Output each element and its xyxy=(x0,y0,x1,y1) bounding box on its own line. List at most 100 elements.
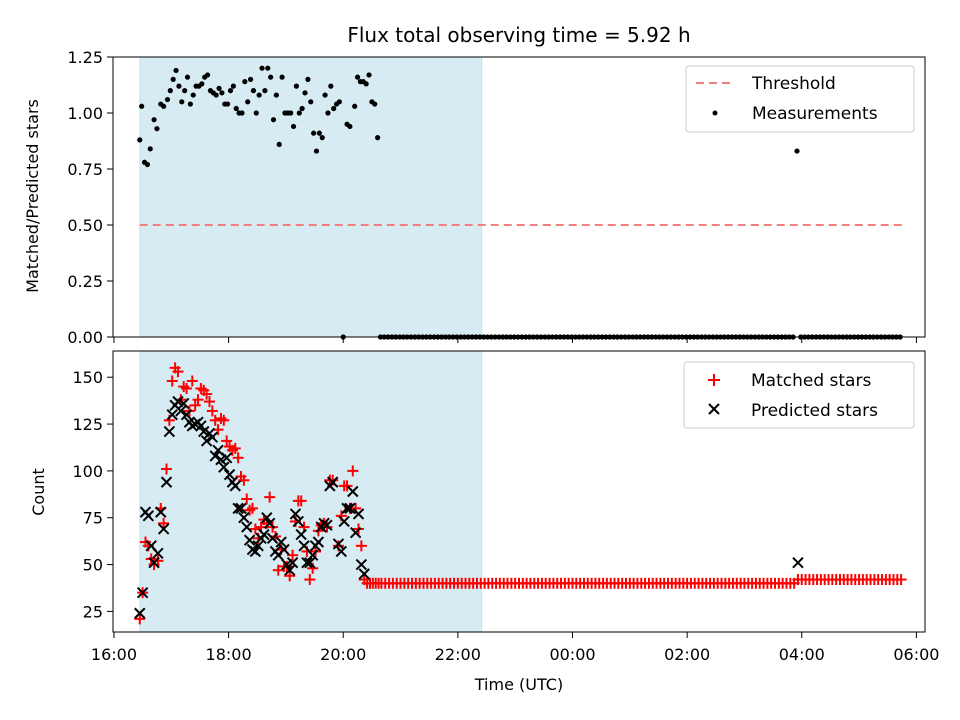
matched-stars-point xyxy=(347,465,359,477)
matched-stars-point xyxy=(295,495,307,507)
measurements-point xyxy=(293,83,300,89)
matched-stars-point xyxy=(192,394,204,406)
measurements-point xyxy=(164,96,171,103)
measurements-point xyxy=(139,103,145,109)
measurements-point xyxy=(319,135,325,141)
predicted-stars-point xyxy=(332,538,345,550)
predicted-stars-point xyxy=(263,517,276,530)
x-tick-label: 20:00 xyxy=(320,645,366,664)
x-axis-label: Time (UTC) xyxy=(474,675,563,694)
predicted-stars-point xyxy=(160,476,173,488)
measurements-point xyxy=(336,99,343,105)
predicted-stars-point xyxy=(355,558,368,571)
predicted-stars-point xyxy=(220,452,233,464)
measurements-point xyxy=(273,92,279,98)
matched-stars-point xyxy=(218,414,230,426)
matched-stars-point xyxy=(172,366,184,378)
predicted-stars-point xyxy=(166,408,178,421)
measurements-point xyxy=(182,88,188,94)
y-axis-ticks: 25 50 75 100 125 150 xyxy=(72,368,113,621)
matched-stars-point xyxy=(238,474,250,486)
predicted-stars-point xyxy=(349,527,362,539)
predicted-stars-point xyxy=(292,515,305,528)
measurements-point xyxy=(375,135,381,141)
matched-stars-point xyxy=(160,463,172,475)
legend-label-threshold: Threshold xyxy=(751,74,836,94)
predicted-stars-point xyxy=(295,528,307,541)
observing-window-shading xyxy=(139,350,483,633)
predicted-stars-point xyxy=(136,586,149,599)
measurements-point xyxy=(794,148,800,154)
measurements-point xyxy=(328,83,334,89)
legend-box xyxy=(683,361,915,429)
measurements-point xyxy=(313,148,320,154)
measurements-point xyxy=(302,90,308,96)
matched-stars-point xyxy=(203,396,215,408)
measurements-point xyxy=(216,85,222,91)
measurements-point xyxy=(250,88,257,94)
star-counts-panel: 25 50 75 100 125 150 16:00 18:00 20:00 22:00 00:0… xyxy=(29,350,939,694)
predicted-stars-point xyxy=(180,408,193,421)
measurements-point xyxy=(219,90,225,96)
x-tick-label: 16:00 xyxy=(91,645,137,664)
predicted-stars-point xyxy=(327,476,339,488)
predicted-stars-point xyxy=(284,564,296,576)
predicted-stars-point xyxy=(163,425,176,438)
measurements-point xyxy=(144,161,150,168)
matched-stars-point xyxy=(895,574,907,586)
measurements-legend-swatch xyxy=(712,110,718,116)
predicted-stars-point xyxy=(792,556,804,569)
predicted-stars-point xyxy=(312,536,325,548)
measurements-point xyxy=(230,83,236,89)
measurements-point xyxy=(296,110,302,116)
predicted-stars-point xyxy=(249,545,262,558)
predicted-stars-point xyxy=(206,431,219,443)
y-axis-label: Count xyxy=(29,468,48,516)
measurements-point xyxy=(247,76,254,82)
measurements-point xyxy=(179,99,185,105)
predicted-stars-point xyxy=(155,506,167,518)
y-axis-label: Matched/Predicted stars xyxy=(23,99,42,293)
matched-stars-point xyxy=(166,375,178,387)
predicted-stars-point xyxy=(229,480,241,492)
x-tick-label: 18:00 xyxy=(206,645,252,664)
measurements-point xyxy=(270,117,277,123)
legend: Matched stars Predicted stars xyxy=(683,361,915,429)
legend-label-measurements: Measurements xyxy=(752,104,878,124)
predicted-stars-point xyxy=(321,519,333,531)
measurements-point xyxy=(265,65,271,71)
measurements-point xyxy=(308,99,314,105)
y-tick-label: 0.25 xyxy=(67,272,103,291)
y-tick-label: 1.00 xyxy=(67,104,103,123)
y-tick-label: 75 xyxy=(83,509,103,528)
predicted-stars-point xyxy=(275,536,287,548)
measurements-point xyxy=(184,74,191,80)
matched-stars-point xyxy=(229,442,241,454)
measurements-point xyxy=(366,72,372,78)
predicted-stars-point xyxy=(241,521,253,533)
matched-stars-point xyxy=(287,549,299,561)
flux-ratio-panel: 0.00 0.25 0.50 0.75 1.00 1.25 Flux total obse… xyxy=(23,23,926,347)
measurements-point xyxy=(239,110,245,116)
x-tick-label: 00:00 xyxy=(549,645,595,664)
predicted-stars-point xyxy=(258,528,270,541)
matched-stars-point xyxy=(246,502,258,514)
y-axis-ticks: 0.00 0.25 0.50 0.75 1.00 1.25 xyxy=(67,48,113,347)
measurements-point xyxy=(227,88,234,94)
measurements-point xyxy=(242,79,248,85)
legend: Threshold Measurements xyxy=(685,65,915,133)
measurements-point xyxy=(225,101,231,107)
measurements-point xyxy=(245,99,251,105)
matched-stars-point xyxy=(241,493,253,505)
predicted-stars-point xyxy=(341,502,353,515)
measurements-point xyxy=(276,141,282,147)
predicted-stars-point xyxy=(148,556,160,569)
matched-stars-point xyxy=(232,452,244,464)
predicted-stars-legend-swatch xyxy=(708,403,720,415)
measurements-point xyxy=(154,126,160,132)
predicted-stars-point xyxy=(335,545,348,558)
predicted-stars-point xyxy=(286,556,299,569)
matched-stars-legend-swatch xyxy=(708,374,720,386)
measurements-point xyxy=(352,103,358,109)
